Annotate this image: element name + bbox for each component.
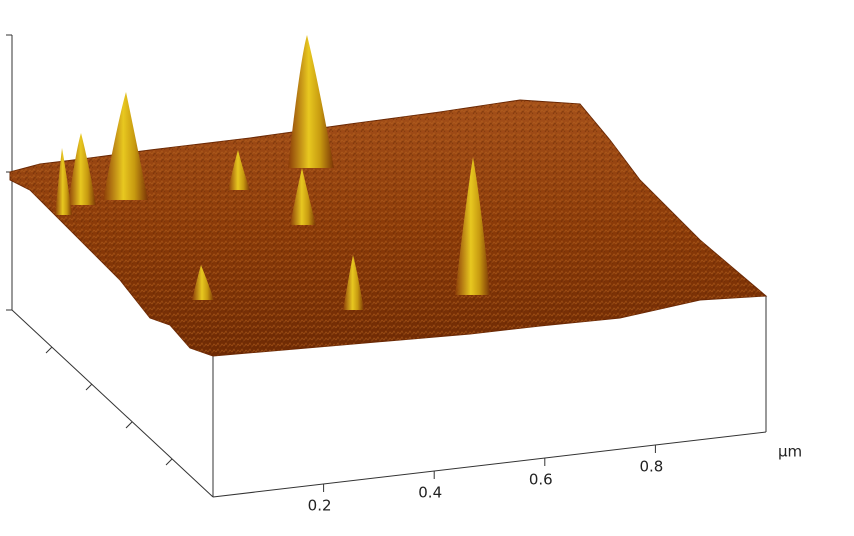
y-axis xyxy=(11,309,214,498)
x-unit: µm xyxy=(778,443,802,461)
x-tick-label: 0.2 xyxy=(308,497,332,515)
x-tick-label: 0.8 xyxy=(639,458,663,476)
y-ticks xyxy=(45,346,173,466)
x-tick-label: 0.4 xyxy=(418,484,442,502)
x-tick-label: 0.6 xyxy=(529,471,553,489)
x-axis xyxy=(212,431,767,498)
peaks xyxy=(55,35,490,310)
